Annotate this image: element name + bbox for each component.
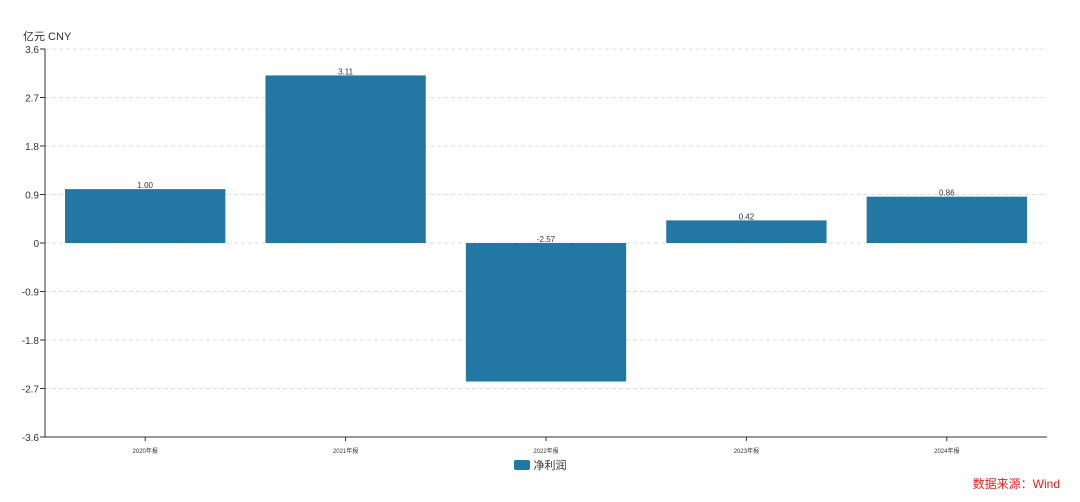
- y-tick-label: -0.9: [22, 288, 40, 299]
- x-tick-label: 2024年报: [934, 447, 959, 455]
- bar: [265, 75, 426, 244]
- y-axis-unit-label: 亿元 CNY: [23, 31, 72, 43]
- y-tick-label: 1.8: [25, 142, 39, 153]
- legend[interactable]: 净利润: [0, 457, 1080, 473]
- y-tick-label: -3.6: [22, 433, 40, 444]
- y-tick-label: -2.7: [22, 385, 40, 396]
- data-label: 0.42: [739, 212, 755, 221]
- x-tick-label: 2022年报: [533, 447, 558, 455]
- y-tick-label: 2.7: [25, 94, 39, 105]
- data-source-note: 数据来源：Wind: [972, 477, 1060, 491]
- data-label: 3.11: [338, 67, 354, 76]
- bar: [666, 220, 827, 243]
- y-tick-label: -1.8: [22, 336, 40, 347]
- legend-swatch: [513, 460, 530, 470]
- x-tick-label: 2021年报: [333, 447, 358, 455]
- y-tick-label: 0.9: [25, 191, 39, 202]
- y-tick-label: 0: [33, 239, 39, 250]
- data-label: 1.00: [137, 181, 153, 190]
- bar: [465, 243, 627, 382]
- x-tick-label: 2023年报: [734, 447, 759, 455]
- x-tick-label: 2020年报: [133, 447, 158, 455]
- legend-label: 净利润: [533, 460, 567, 472]
- bar: [866, 196, 1027, 243]
- data-label: -2.57: [537, 235, 556, 244]
- y-tick-label: 3.6: [25, 45, 39, 56]
- data-label: 0.86: [939, 189, 955, 198]
- bar: [65, 189, 226, 243]
